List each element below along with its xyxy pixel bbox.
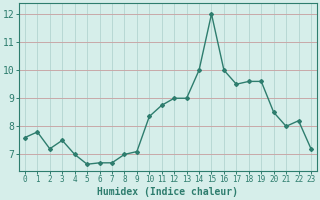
X-axis label: Humidex (Indice chaleur): Humidex (Indice chaleur)	[98, 187, 238, 197]
